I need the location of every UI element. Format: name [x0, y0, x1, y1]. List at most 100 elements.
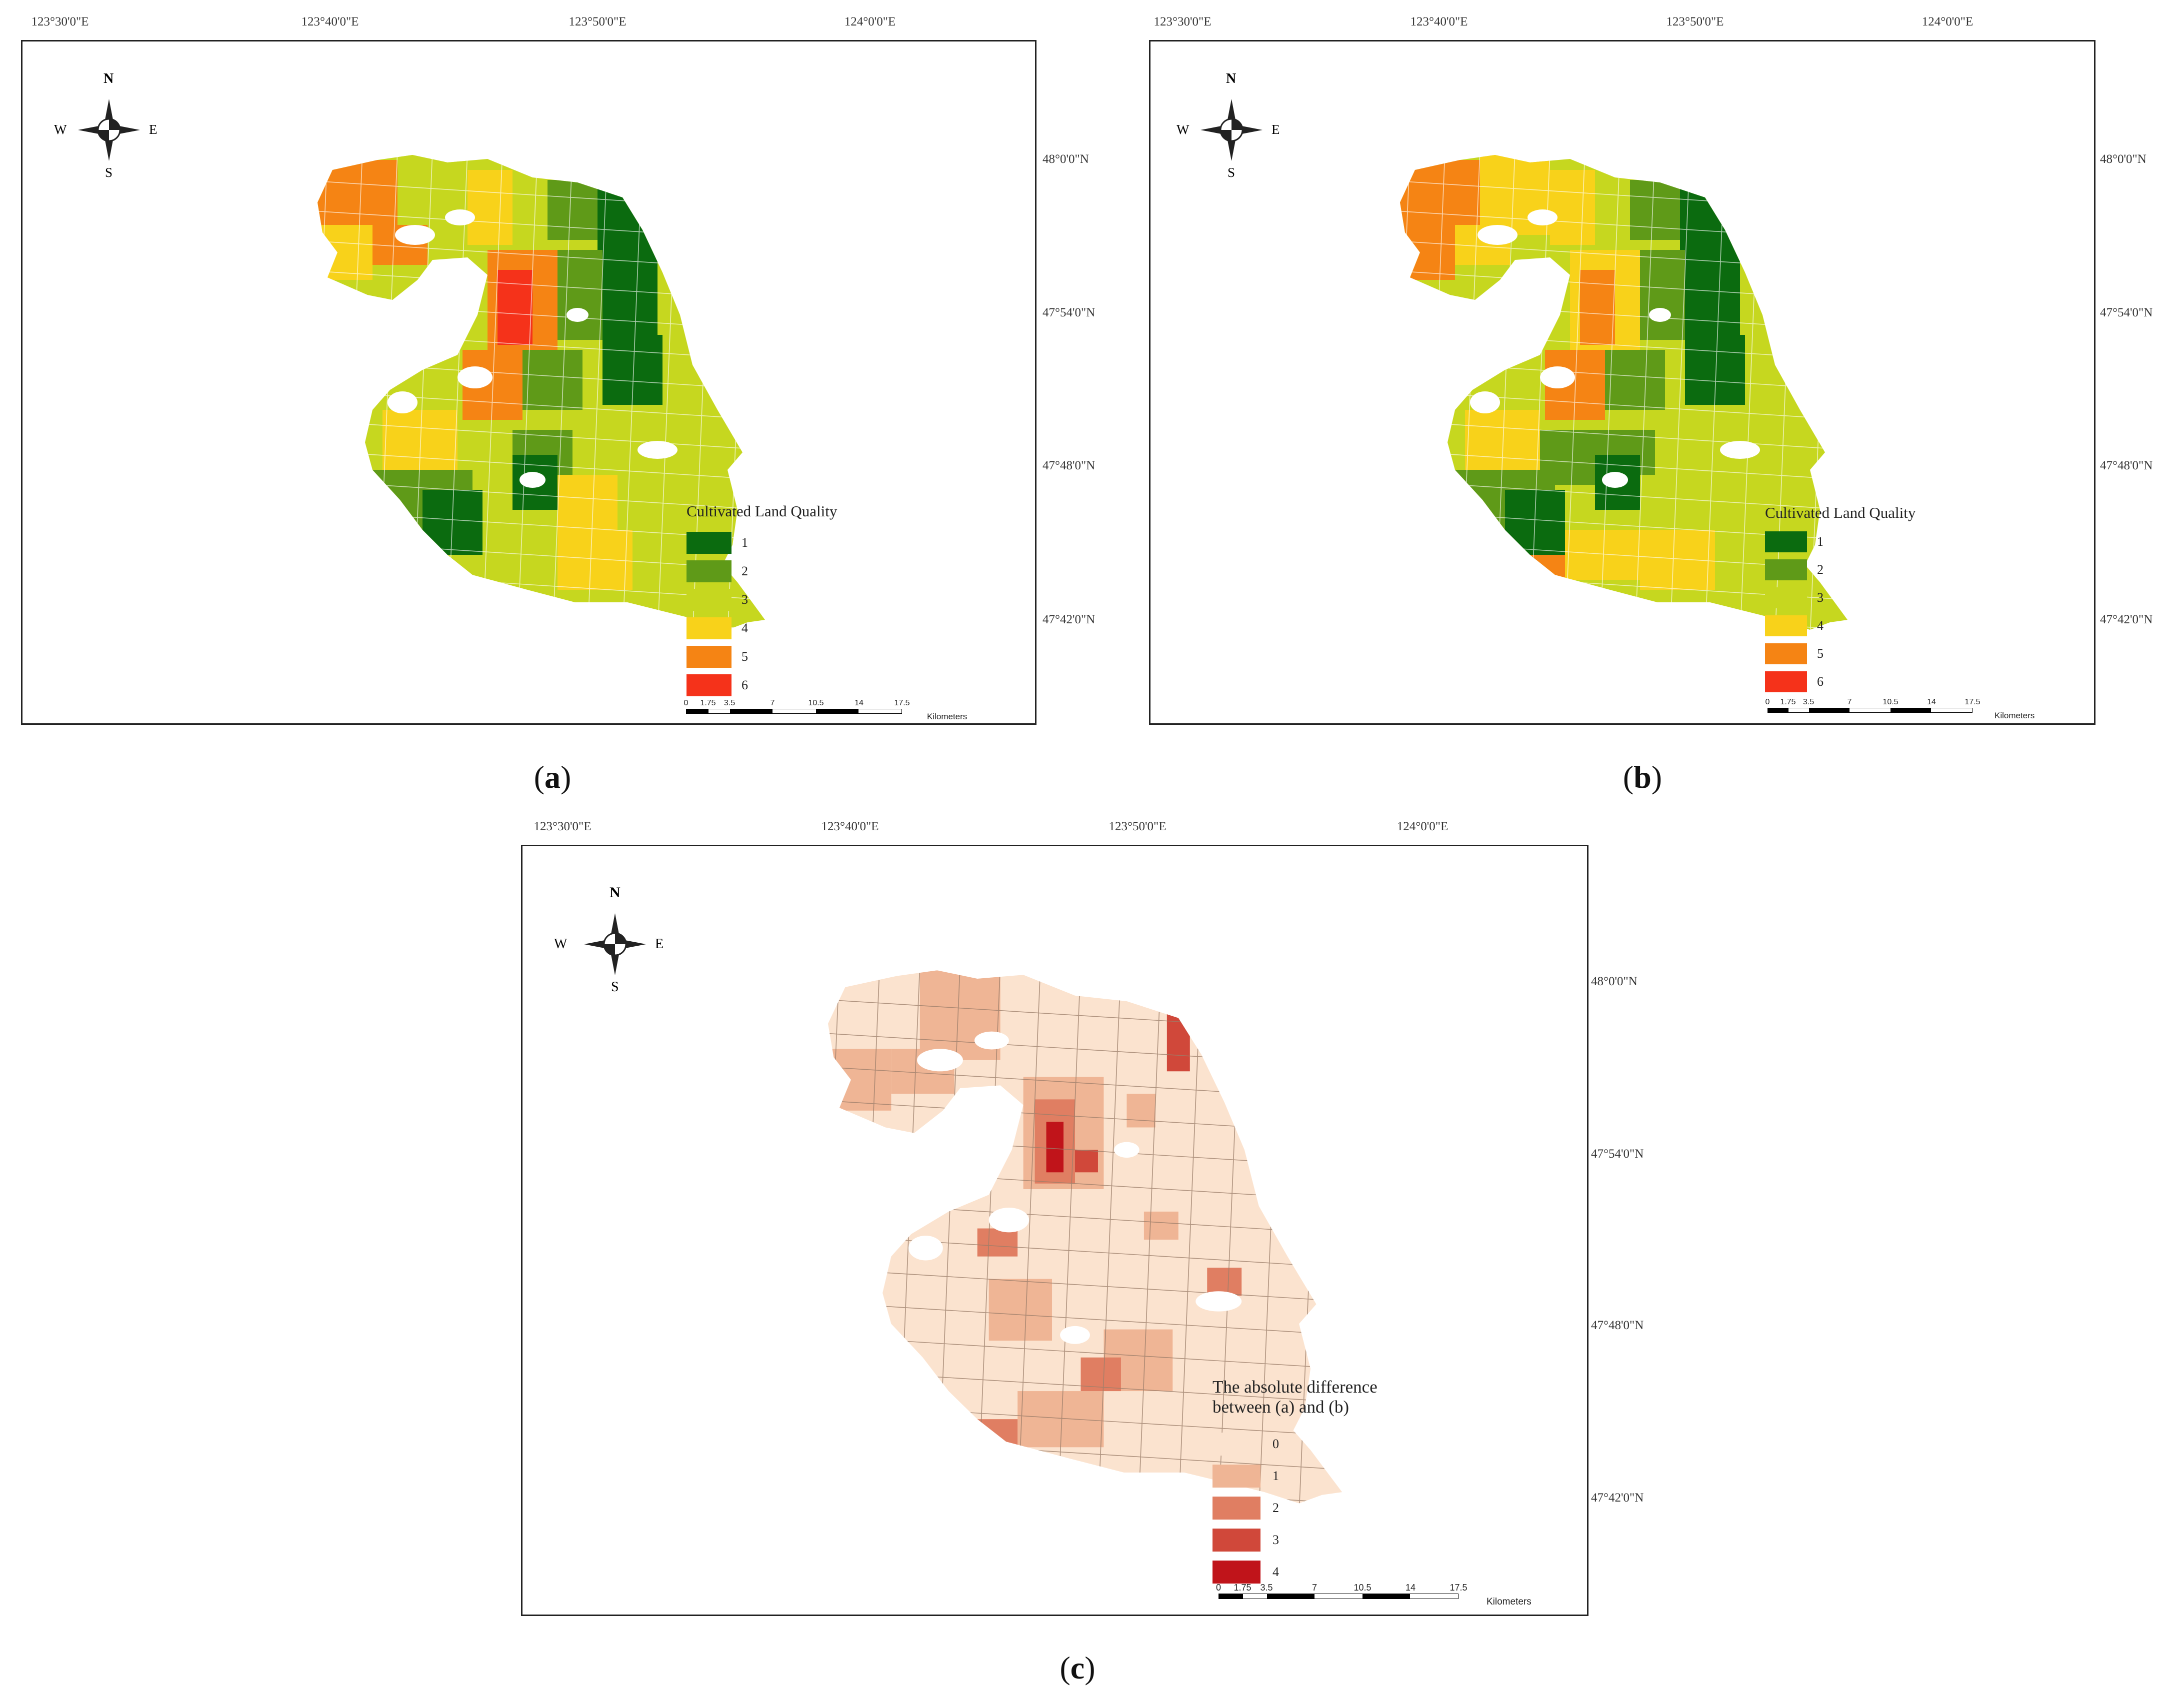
lat-label: 47°42'0"N [1042, 613, 1096, 626]
legend-swatch [1765, 559, 1807, 580]
legend-label: 1 [742, 535, 748, 550]
compass-north: N [1226, 71, 1236, 86]
scale-tick: 14 [854, 699, 864, 707]
lat-label: 47°48'0"N [1042, 459, 1096, 472]
lon-label: 124°0'0"E [844, 15, 896, 28]
legend: The absolute difference between (a) and … [1212, 1377, 1378, 1588]
non-cultivated-gaps [1470, 209, 1760, 488]
scale-tick: 10.5 [1882, 698, 1898, 706]
scale-tick: 0 [1216, 1583, 1222, 1593]
legend-swatch [1212, 1561, 1260, 1584]
scale-tick: 3.5 [1802, 698, 1814, 706]
legend-label: 2 [1272, 1501, 1279, 1515]
scale-unit: Kilometers [1994, 711, 2035, 720]
caption-letter: b [1634, 759, 1652, 795]
scale-tick: 1.75 [1780, 698, 1796, 706]
land-parcels-map [1400, 155, 1848, 630]
lon-label: 123°30'0"E [31, 15, 89, 28]
scale-bar: 0 1.75 3.5 7 10.5 14 17.5 Kilometers [1766, 698, 2035, 720]
non-cultivated-gaps [388, 209, 678, 488]
legend-swatch [686, 645, 732, 668]
lat-label: 47°48'0"N [2100, 459, 2153, 472]
scale-tick: 3.5 [1260, 1583, 1273, 1593]
lon-label: 123°30'0"E [534, 820, 592, 833]
legend-item: 3 [1765, 584, 1916, 612]
legend-item: 1 [1765, 528, 1916, 556]
compass-west: W [54, 122, 67, 137]
lon-label: 123°50'0"E [1666, 15, 1724, 28]
legend-swatch [686, 674, 732, 696]
legend-swatch [1765, 587, 1807, 608]
legend-label: 6 [1817, 674, 1824, 689]
compass-east: E [655, 936, 664, 952]
lat-label: 47°42'0"N [1591, 1491, 1644, 1505]
legend-item: 6 [1765, 668, 1916, 696]
scale-tick: 17.5 [1964, 698, 1980, 706]
scale-tick: 17.5 [894, 699, 910, 707]
scale-tick: 7 [1312, 1583, 1318, 1593]
scale-tick: 1.75 [700, 699, 716, 707]
scale-tick: 17.5 [1450, 1583, 1468, 1593]
legend-title: Cultivated Land Quality [686, 502, 838, 520]
compass-rose: N S E W [50, 71, 170, 184]
caption-letter: c [1070, 1650, 1085, 1686]
scale-unit: Kilometers [927, 712, 968, 721]
legend-item: 5 [1765, 640, 1916, 668]
legend-item: 2 [686, 557, 837, 585]
compass-south: S [105, 165, 113, 180]
legend-item: 1 [686, 528, 837, 557]
legend-item: 4 [1212, 1556, 1378, 1588]
legend-item: 3 [686, 585, 837, 614]
compass-east: E [1272, 122, 1280, 137]
legend-label: 3 [1817, 590, 1824, 605]
legend-title-line: The absolute difference [1212, 1377, 1378, 1397]
legend-label: 0 [1272, 1437, 1279, 1451]
lat-label: 47°54'0"N [2100, 306, 2153, 319]
legend: Cultivated Land Quality 1 2 3 4 5 6 [1765, 504, 1916, 696]
legend-item: 2 [1765, 556, 1916, 584]
lat-label: 47°54'0"N [1591, 1147, 1644, 1161]
compass-east: E [149, 122, 158, 137]
legend-label: 4 [1272, 1565, 1279, 1579]
compass-icon [584, 913, 646, 975]
legend-item: 4 [1765, 612, 1916, 640]
difference-parcels-map [828, 970, 1342, 1504]
legend-item: 5 [686, 642, 837, 671]
compass-west: W [1176, 122, 1190, 137]
lat-label: 48°0'0"N [2100, 152, 2146, 166]
compass-west: W [554, 936, 568, 952]
legend-label: 5 [1817, 646, 1824, 661]
lon-label: 124°0'0"E [1922, 15, 1974, 28]
legend-swatch [686, 560, 732, 582]
lon-label: 123°50'0"E [568, 15, 626, 28]
compass-icon [78, 99, 140, 161]
lon-label: 123°40'0"E [301, 15, 359, 28]
lon-label: 123°40'0"E [821, 820, 879, 833]
legend-item: 3 [1212, 1524, 1378, 1556]
legend-swatch [1765, 671, 1807, 692]
legend-swatch [1765, 531, 1807, 552]
compass-rose: N S E W [1172, 71, 1292, 184]
lat-label: 48°0'0"N [1042, 152, 1089, 166]
legend-swatch [1212, 1529, 1260, 1552]
scale-bar: 0 1.75 3.5 7 10.5 14 17.5 Kilometers [1216, 1583, 1532, 1607]
legend-label: 1 [1272, 1469, 1279, 1483]
legend-label: 3 [1272, 1533, 1279, 1547]
compass-north: N [610, 884, 620, 901]
legend-swatch [686, 531, 732, 554]
scale-tick: 7 [1847, 698, 1852, 706]
lon-label: 123°50'0"E [1108, 820, 1166, 833]
scale-tick: 3.5 [724, 699, 736, 707]
scale-unit: Kilometers [1486, 1597, 1532, 1607]
legend-title-line: between (a) and (b) [1212, 1397, 1350, 1417]
lat-label: 47°54'0"N [1042, 306, 1096, 319]
non-cultivated-gaps [908, 1031, 1242, 1344]
compass-icon [1200, 99, 1262, 161]
compass-north: N [104, 71, 114, 86]
legend-label: 2 [1817, 562, 1824, 577]
compass-rose: N S E W [554, 884, 674, 998]
legend-item: 1 [1212, 1460, 1378, 1492]
legend-swatch [1212, 1465, 1260, 1488]
scale-tick: 10.5 [1354, 1583, 1372, 1593]
legend-label: 3 [742, 592, 748, 607]
